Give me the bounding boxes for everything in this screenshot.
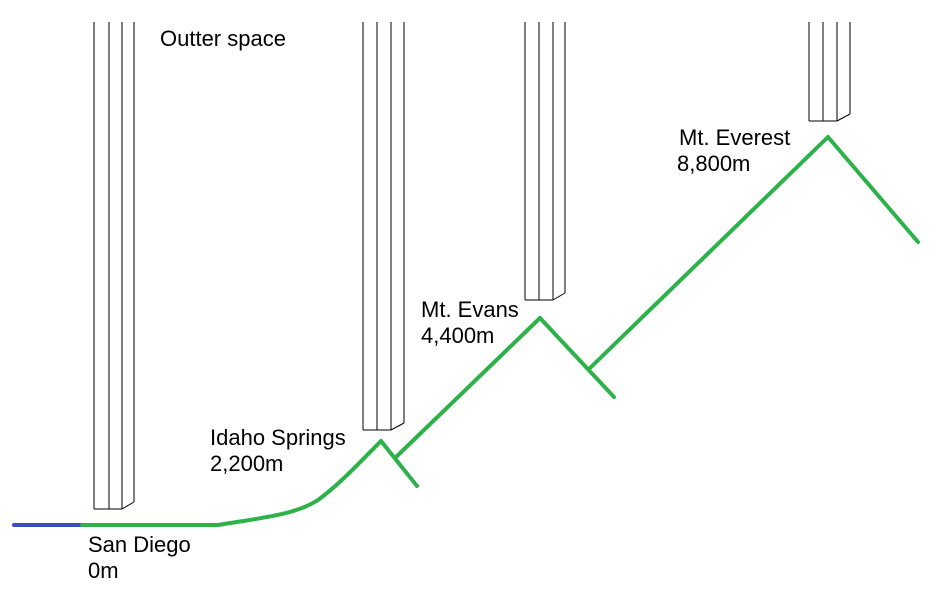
altitude-idaho-springs: 2,200m — [210, 451, 284, 476]
location-name-idaho-springs: Idaho Springs — [210, 425, 346, 450]
location-name-mt-evans: Mt. Evans — [421, 297, 519, 322]
air-column-san-diego — [93, 22, 135, 510]
location-name-mt-everest: Mt. Everest — [679, 125, 791, 150]
space-label: Outter space — [160, 26, 286, 51]
air-column-idaho-springs — [362, 22, 405, 431]
altitude-san-diego: 0m — [88, 558, 119, 583]
mt-evans-back-slope — [538, 316, 616, 399]
terrain-profile — [80, 439, 383, 527]
air-column-mt-everest — [808, 22, 851, 122]
mt-evans-ascent — [394, 316, 542, 459]
mt-everest-back-slope — [826, 135, 920, 244]
location-name-san-diego: San Diego — [88, 532, 191, 557]
altitude-mt-everest: 8,800m — [677, 151, 751, 176]
mt-everest-ascent — [587, 135, 830, 371]
idaho-springs-back-slope — [379, 439, 419, 488]
altitude-mt-evans: 4,400m — [421, 323, 495, 348]
air-column-mt-evans — [524, 22, 566, 301]
